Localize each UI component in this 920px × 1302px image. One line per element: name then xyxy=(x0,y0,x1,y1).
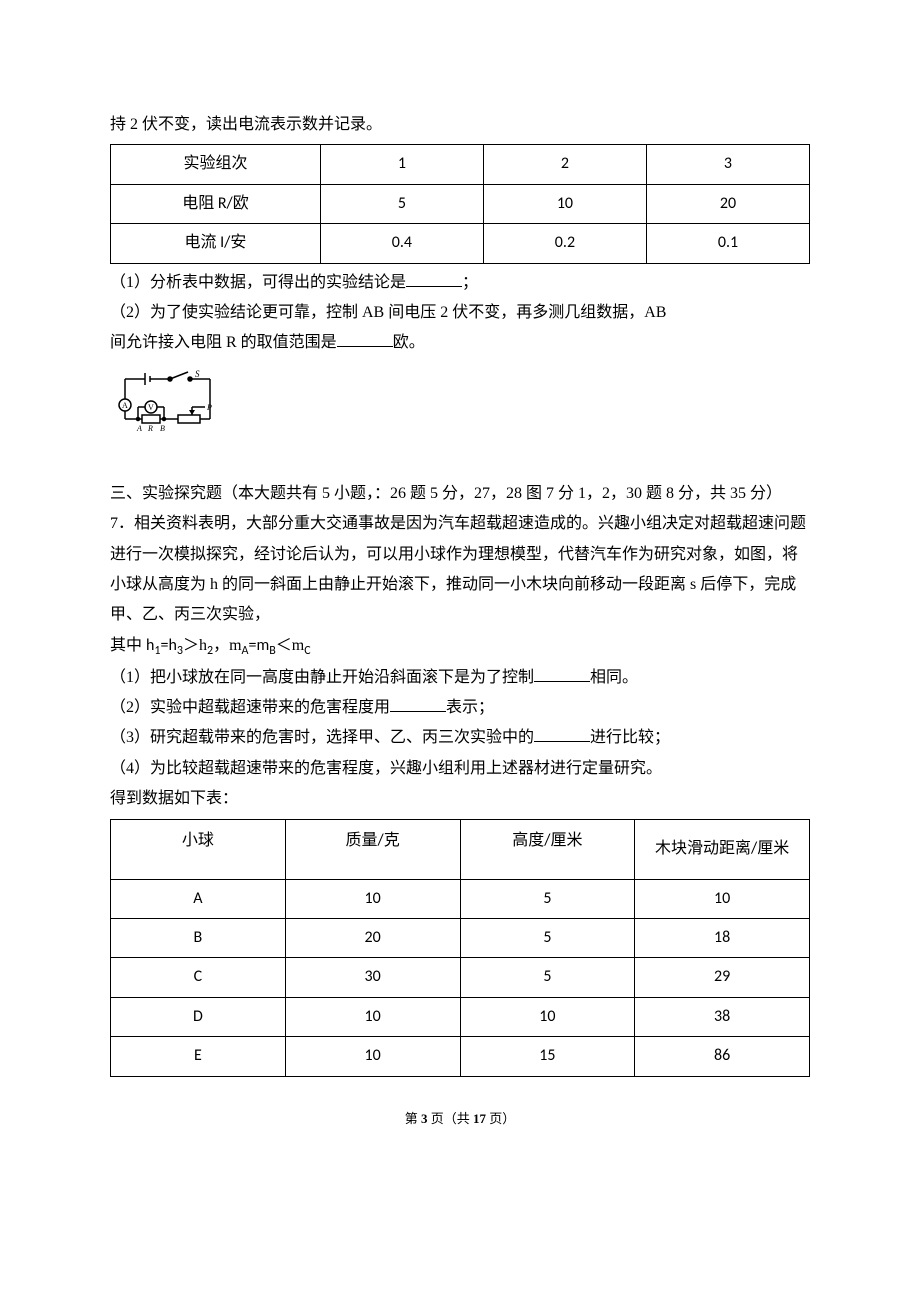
table-row: C 30 5 29 xyxy=(111,958,810,997)
q7-gt: ＞h xyxy=(183,637,207,654)
q1-suffix: ； xyxy=(462,274,478,291)
footer-total: 17 xyxy=(473,1111,486,1126)
question-2-line2: 间允许接入电阻 R 的取值范围是 欧。 xyxy=(110,328,810,358)
circuit-svg: S A R A B P xyxy=(110,369,220,439)
footer-suffix: 页） xyxy=(486,1111,515,1126)
experiment-table-1: 实验组次 1 2 3 电阻 R/欧 5 10 20 电流 I/安 0.4 0.2… xyxy=(110,144,810,263)
table-cell: 10 xyxy=(460,997,635,1036)
table-cell: 电阻 R/欧 xyxy=(111,184,321,223)
table-cell: 小球 xyxy=(111,819,286,879)
table-cell: 0.2 xyxy=(483,224,646,263)
table-cell: 38 xyxy=(635,997,810,1036)
table-cell: 86 xyxy=(635,1037,810,1076)
footer-middle: 页（共 xyxy=(427,1111,473,1126)
table-row: 电流 I/安 0.4 0.2 0.1 xyxy=(111,224,810,263)
q7-paragraph: 7．相关资料表明，大部分重大交通事故是因为汽车超载超速造成的。兴趣小组决定对超载… xyxy=(110,509,810,631)
q2-line2-prefix: 间允许接入电阻 R 的取值范围是 xyxy=(110,334,337,351)
table-cell: A xyxy=(111,879,286,918)
q7-sub4-line2: 得到数据如下表： xyxy=(110,784,810,814)
q7-sub2-prefix: （2）实验中超载超速带来的危害程度用 xyxy=(110,699,390,716)
table-cell: 2 xyxy=(483,145,646,184)
svg-text:B: B xyxy=(160,424,165,433)
table-cell: 10 xyxy=(285,997,460,1036)
svg-text:P: P xyxy=(206,403,212,412)
fill-blank[interactable] xyxy=(337,330,393,348)
table-cell: 20 xyxy=(285,919,460,958)
table-cell: 10 xyxy=(285,1037,460,1076)
table-cell: 0.1 xyxy=(646,224,809,263)
footer-prefix: 第 xyxy=(405,1111,421,1126)
q2-line2-suffix: 欧。 xyxy=(393,334,425,351)
table-cell: 实验组次 xyxy=(111,145,321,184)
table-cell: 10 xyxy=(483,184,646,223)
q7-sub3: （3）研究超载带来的危害时，选择甲、乙、丙三次实验中的 进行比较； xyxy=(110,723,810,753)
q7-sub4-line1: （4）为比较超载超速带来的危害程度，兴趣小组利用上述器材进行定量研究。 xyxy=(110,754,810,784)
q7-sub3-prefix: （3）研究超载带来的危害时，选择甲、乙、丙三次实验中的 xyxy=(110,729,534,746)
table-row: 电阻 R/欧 5 10 20 xyxy=(111,184,810,223)
page-footer: 第 3 页（共 17 页） xyxy=(110,1107,810,1132)
q7-sub1-prefix: （1）把小球放在同一高度由静止开始沿斜面滚下是为了控制 xyxy=(110,669,534,686)
question-2-line1: （2）为了使实验结论更可靠，控制 AB 间电压 2 伏不变，再多测几组数据，AB xyxy=(110,298,810,328)
table-cell: 15 xyxy=(460,1037,635,1076)
q7-p1: 7．相关资料表明，大部分重大交通事故是因为汽车超载超速造成的。兴趣小组决定对超载… xyxy=(110,515,806,623)
experiment-table-2: 小球 质量/克 高度/厘米 木块滑动距离/厘米 A 10 5 10 B 20 5… xyxy=(110,819,810,1077)
table-cell: 1 xyxy=(320,145,483,184)
table-cell: 5 xyxy=(460,919,635,958)
table-cell: 0.4 xyxy=(320,224,483,263)
table-cell: 20 xyxy=(646,184,809,223)
q7-sub3-suffix: 进行比较； xyxy=(590,729,670,746)
q7-subC: C xyxy=(304,644,310,658)
q1-prefix: （1）分析表中数据，可得出的实验结论是 xyxy=(110,274,406,291)
table-cell: 木块滑动距离/厘米 xyxy=(635,819,810,879)
circuit-diagram: S A R A B P xyxy=(110,369,810,439)
svg-text:A: A xyxy=(136,424,142,433)
intro-line: 持 2 伏不变，读出电流表示数并记录。 xyxy=(110,110,810,140)
table-cell: D xyxy=(111,997,286,1036)
q7-sub1: （1）把小球放在同一高度由静止开始沿斜面滚下是为了控制 相同。 xyxy=(110,663,810,693)
table-row: D 10 10 38 xyxy=(111,997,810,1036)
table-row: B 20 5 18 xyxy=(111,919,810,958)
table-cell: 30 xyxy=(285,958,460,997)
table-row: E 10 15 86 xyxy=(111,1037,810,1076)
q7-comma: ，m xyxy=(213,637,241,654)
svg-text:A: A xyxy=(122,401,128,410)
q7-lt: ＜m xyxy=(276,637,304,654)
q7-formula-line: 其中 h1=h3＞h2，mA=mB＜mC xyxy=(110,631,810,663)
table-cell: 5 xyxy=(460,879,635,918)
table-cell: 高度/厘米 xyxy=(460,819,635,879)
q7-eq2: =m xyxy=(249,636,270,655)
q7-sub1-suffix: 相同。 xyxy=(590,669,638,686)
svg-text:S: S xyxy=(195,369,200,379)
table-cell: 29 xyxy=(635,958,810,997)
q7-sub2: （2）实验中超载超速带来的危害程度用 表示； xyxy=(110,693,810,723)
table-cell: E xyxy=(111,1037,286,1076)
table-cell: 18 xyxy=(635,919,810,958)
question-1: （1）分析表中数据，可得出的实验结论是 ； xyxy=(110,268,810,298)
q7-eq1: =h xyxy=(161,636,177,655)
svg-text:V: V xyxy=(148,403,154,412)
table-cell: 5 xyxy=(460,958,635,997)
q7-sub2-suffix: 表示； xyxy=(446,699,494,716)
table-cell: 5 xyxy=(320,184,483,223)
table-header-row: 小球 质量/克 高度/厘米 木块滑动距离/厘米 xyxy=(111,819,810,879)
table-header-row: 实验组次 1 2 3 xyxy=(111,145,810,184)
section-3-header: 三、实验探究题（本大题共有 5 小题，：26 题 5 分，27，28 图 7 分… xyxy=(110,479,810,509)
fill-blank[interactable] xyxy=(406,269,462,287)
fill-blank[interactable] xyxy=(534,664,590,682)
table-cell: 10 xyxy=(635,879,810,918)
svg-text:R: R xyxy=(147,424,153,433)
table-row: A 10 5 10 xyxy=(111,879,810,918)
table-cell: C xyxy=(111,958,286,997)
q7-prefix: 其中 xyxy=(110,637,146,654)
fill-blank[interactable] xyxy=(390,694,446,712)
q7-subA: A xyxy=(242,644,249,658)
table-cell: 电流 I/安 xyxy=(111,224,321,263)
table-cell: B xyxy=(111,919,286,958)
fill-blank[interactable] xyxy=(534,725,590,743)
table-cell: 3 xyxy=(646,145,809,184)
table-cell: 质量/克 xyxy=(285,819,460,879)
table-cell: 10 xyxy=(285,879,460,918)
